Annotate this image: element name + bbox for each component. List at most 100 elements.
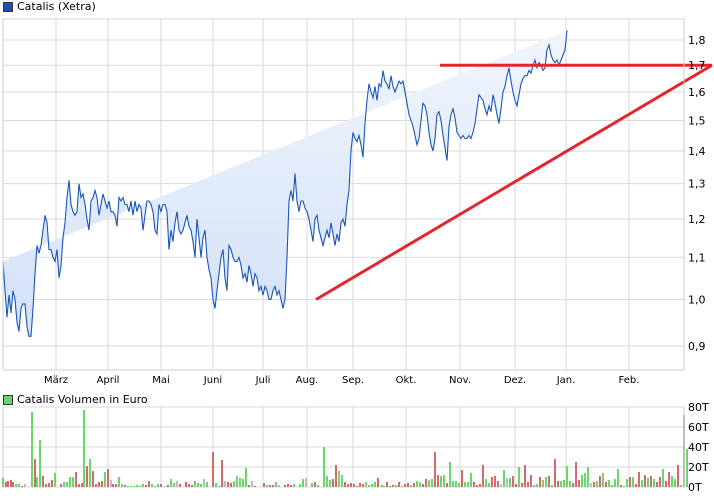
volume-bar	[503, 470, 505, 487]
volume-bar	[563, 480, 565, 487]
volume-bar	[233, 481, 235, 487]
volume-bar	[36, 477, 38, 487]
price-area-fill	[3, 30, 567, 337]
volume-bar	[127, 486, 129, 487]
volume-bar	[371, 484, 373, 487]
month-label: Mai	[152, 375, 170, 386]
price-plot-frame	[2, 18, 685, 371]
volume-bar	[104, 472, 106, 487]
volume-bar	[647, 478, 649, 487]
volume-bar	[428, 480, 430, 487]
volume-bar	[398, 482, 400, 487]
volume-bar	[353, 484, 355, 487]
price-line	[2, 30, 568, 337]
volume-bar	[656, 482, 658, 487]
volume-bar	[248, 485, 250, 487]
volume-bar	[115, 484, 117, 487]
volume-bar	[449, 462, 451, 487]
volume-bar	[173, 483, 175, 487]
volume-bar	[611, 485, 613, 487]
volume-bar	[224, 481, 226, 487]
volume-bar	[461, 470, 463, 487]
price-y-tick: 1,5	[688, 114, 706, 127]
volume-bar	[290, 485, 292, 487]
volume-bar	[479, 484, 481, 487]
price-legend-swatch	[3, 1, 13, 12]
volume-bar	[668, 472, 670, 487]
volume-bar	[236, 476, 238, 487]
month-label: Aug.	[296, 375, 319, 386]
volume-bar	[584, 473, 586, 487]
month-label: Juli	[255, 375, 271, 386]
volume-bar	[89, 459, 91, 487]
volume-bar	[179, 484, 181, 487]
volume-bar	[344, 482, 346, 487]
volume-bar	[31, 412, 33, 487]
month-label: März	[44, 375, 68, 386]
volume-bar	[130, 486, 132, 487]
volume-bar	[164, 486, 166, 487]
volume-bar	[458, 483, 460, 487]
volume-bar	[110, 480, 112, 487]
volume-bar	[305, 478, 307, 487]
volume-bar	[356, 486, 358, 487]
volume-bar	[587, 467, 589, 487]
volume-bar	[69, 477, 71, 487]
volume-bar	[157, 484, 159, 487]
volume-bar	[251, 481, 253, 487]
volume-bar	[341, 475, 343, 487]
volume-bar	[167, 485, 169, 487]
volume-bar	[596, 481, 598, 487]
volume-bar	[509, 478, 511, 487]
volume-bar	[81, 483, 83, 487]
volume-bar	[362, 484, 364, 487]
volume-bar	[284, 485, 286, 487]
volume-bar	[671, 476, 673, 487]
price-y-tick: 1,0	[688, 293, 706, 306]
volume-bar	[464, 482, 466, 487]
price-y-tick: 1,4	[688, 145, 706, 158]
volume-bar	[383, 486, 385, 487]
volume-bar	[419, 482, 421, 487]
month-label: Dez.	[504, 375, 526, 386]
volume-bar	[431, 479, 433, 487]
volume-bar	[560, 481, 562, 487]
volume-bar	[437, 475, 439, 487]
volume-bar	[317, 485, 319, 487]
price-y-axis: 0,9 1,0 1,1 1,2 1,3 1,4 1,5 1,6 1,7 1,8	[688, 34, 706, 353]
month-label: Nov.	[449, 375, 471, 386]
volume-bar	[299, 484, 301, 487]
volume-bar	[48, 483, 50, 487]
volume-bar	[440, 476, 442, 487]
volume-bar	[467, 482, 469, 487]
volume-bar	[425, 479, 427, 487]
volume-bar	[124, 485, 126, 487]
volume-bar	[515, 484, 517, 487]
volume-bar	[665, 481, 667, 487]
volume-bar	[488, 483, 490, 487]
volume-bar	[212, 452, 214, 487]
volume-bar	[311, 483, 313, 487]
volume-bar	[18, 484, 20, 487]
volume-bar	[66, 482, 68, 487]
volume-bar	[401, 486, 403, 487]
volume-bar	[34, 459, 36, 487]
volume-bar	[359, 483, 361, 487]
volume-y-tick: 0T	[688, 481, 702, 494]
price-y-tick: 1,8	[688, 34, 706, 47]
trend-lines	[315, 63, 713, 301]
volume-bar	[527, 482, 529, 487]
volume-bar	[2, 478, 4, 487]
volume-bar	[599, 476, 601, 487]
volume-bar	[365, 482, 367, 487]
volume-bar	[263, 483, 265, 487]
volume-bar	[118, 477, 120, 487]
volume-bar	[614, 479, 616, 487]
volume-bar	[272, 485, 274, 487]
volume-legend-label: Catalis Volumen in Euro	[17, 393, 148, 406]
volume-bar	[482, 465, 484, 487]
volume-bar	[524, 465, 526, 487]
month-label: Okt.	[396, 375, 417, 386]
volume-legend-swatch	[3, 394, 13, 405]
